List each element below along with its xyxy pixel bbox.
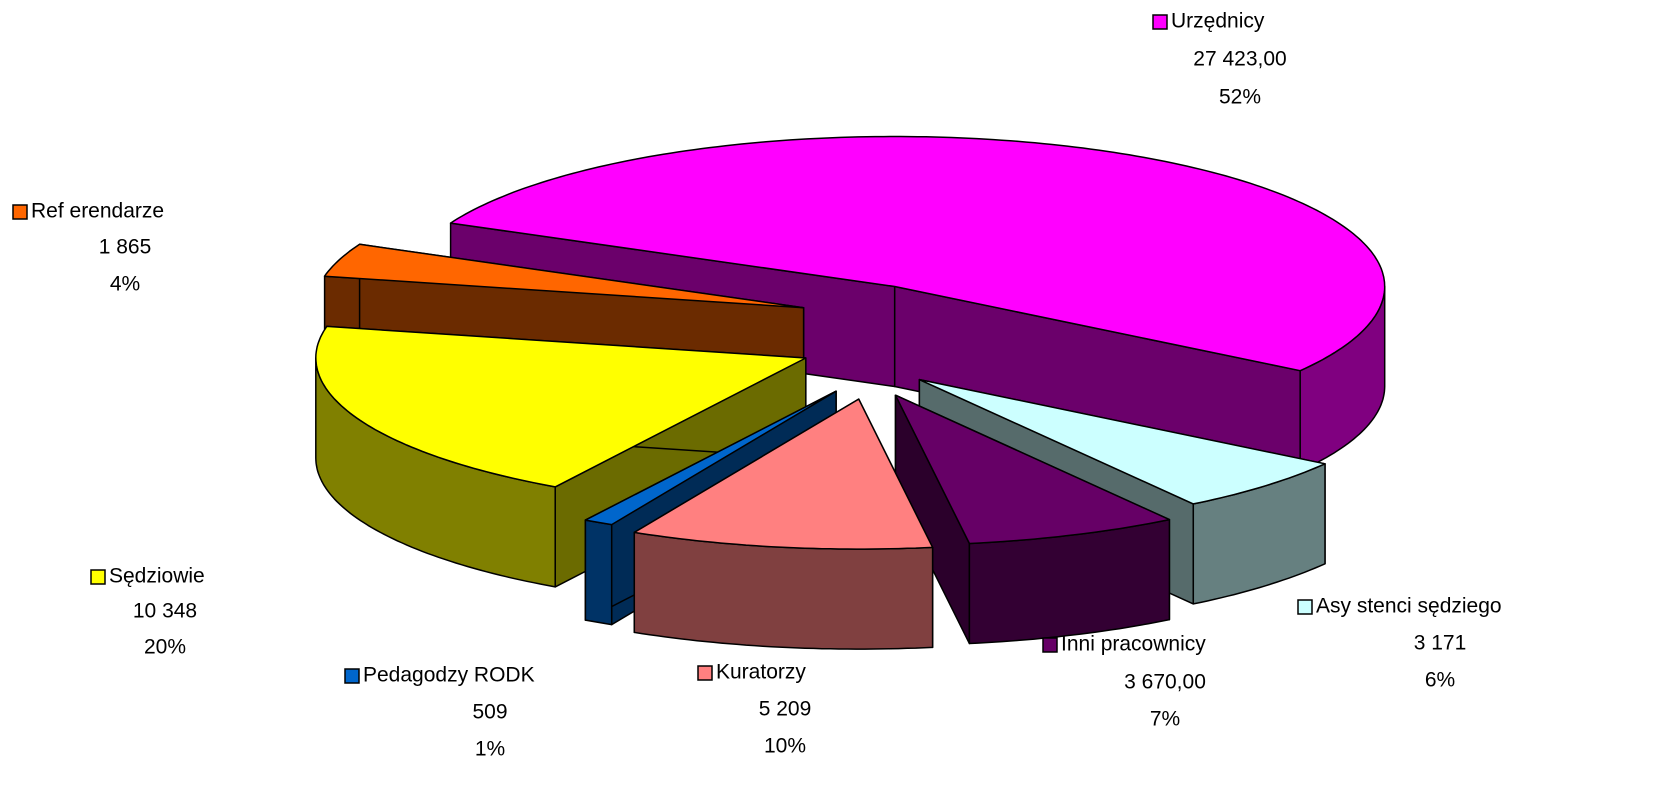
slice-name: Inni pracownicy bbox=[1061, 633, 1206, 656]
value-label: 27 423,00 bbox=[1193, 48, 1286, 71]
slice-name: Sędziowie bbox=[109, 565, 205, 588]
value-label: 1 865 bbox=[99, 236, 152, 259]
slice bbox=[323, 243, 805, 309]
value-label: 3 670,00 bbox=[1124, 671, 1206, 694]
percent-label: 52% bbox=[1219, 86, 1261, 109]
slice bbox=[894, 394, 1171, 545]
legend-swatch bbox=[697, 665, 713, 681]
legend-swatch bbox=[90, 569, 106, 585]
legend-swatch bbox=[12, 204, 28, 220]
legend-swatch bbox=[344, 668, 360, 684]
slice-name: Pedagodzy RODK bbox=[363, 664, 535, 687]
value-label: 5 209 bbox=[759, 698, 812, 721]
slice bbox=[584, 390, 837, 526]
legend-swatch bbox=[1297, 599, 1313, 615]
slice bbox=[449, 135, 1386, 372]
percent-label: 6% bbox=[1425, 669, 1455, 692]
slice-wall bbox=[633, 531, 934, 650]
value-label: 10 348 bbox=[133, 600, 197, 623]
percent-label: 10% bbox=[764, 735, 806, 758]
value-label: 3 171 bbox=[1414, 632, 1467, 655]
slice bbox=[633, 398, 934, 550]
percent-label: 4% bbox=[110, 273, 140, 296]
slice-name: Kuratorzy bbox=[716, 661, 806, 684]
slice-name: Ref erendarze bbox=[31, 200, 164, 223]
legend-swatch bbox=[1042, 637, 1058, 653]
slice-name: Urzędnicy bbox=[1171, 10, 1265, 33]
percent-label: 7% bbox=[1150, 708, 1180, 731]
slice bbox=[918, 378, 1326, 505]
percent-label: 20% bbox=[144, 636, 186, 659]
slice-name: Asy stenci sędziego bbox=[1316, 595, 1502, 618]
percent-label: 1% bbox=[475, 738, 505, 761]
slice-wall bbox=[584, 519, 613, 626]
value-label: 509 bbox=[472, 701, 507, 724]
legend-swatch bbox=[1152, 14, 1168, 30]
slice bbox=[315, 325, 807, 488]
